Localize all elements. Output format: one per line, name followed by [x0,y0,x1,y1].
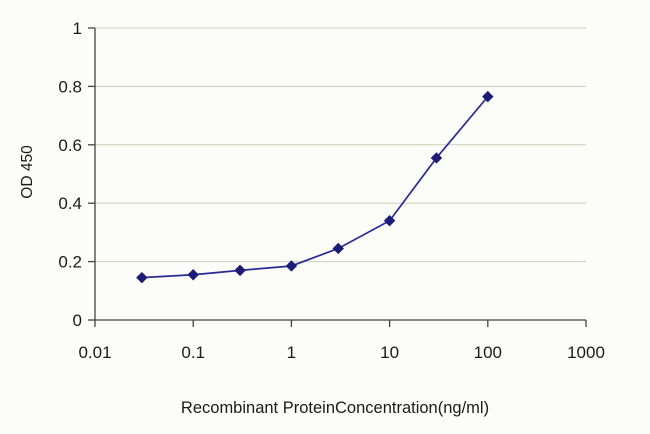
y-tick-label: 0.6 [58,136,82,155]
data-point [234,264,246,277]
data-point [332,242,344,255]
x-tick-label: 1000 [567,343,605,362]
y-tick-label: 0.8 [58,77,82,96]
x-tick-label: 0.01 [78,343,111,362]
x-tick-label: 100 [474,343,502,362]
data-series [136,90,494,284]
axes [88,27,587,327]
y-tick-label: 1 [73,19,82,38]
x-tick-label: 0.1 [181,343,205,362]
data-point [430,152,443,164]
data-point [136,271,148,284]
gridlines [95,27,586,263]
data-point [482,90,494,103]
x-tick-label: 1 [287,343,296,362]
data-point [383,215,396,227]
data-point [285,260,298,272]
x-axis-title: Recombinant ProteinConcentration(ng/ml) [181,399,489,417]
y-tick-label: 0.2 [58,253,82,272]
y-tick-label: 0.4 [58,194,82,213]
x-tick-label: 10 [380,343,399,362]
y-axis-title: OD 450 [19,145,36,199]
data-point [187,269,199,281]
tick-labels: 0 0.2 0.4 0.6 0.8 1 0.01 0.1 1 10 100 1000 [58,19,605,362]
y-tick-label: 0 [73,311,82,330]
series-line [141,96,489,279]
